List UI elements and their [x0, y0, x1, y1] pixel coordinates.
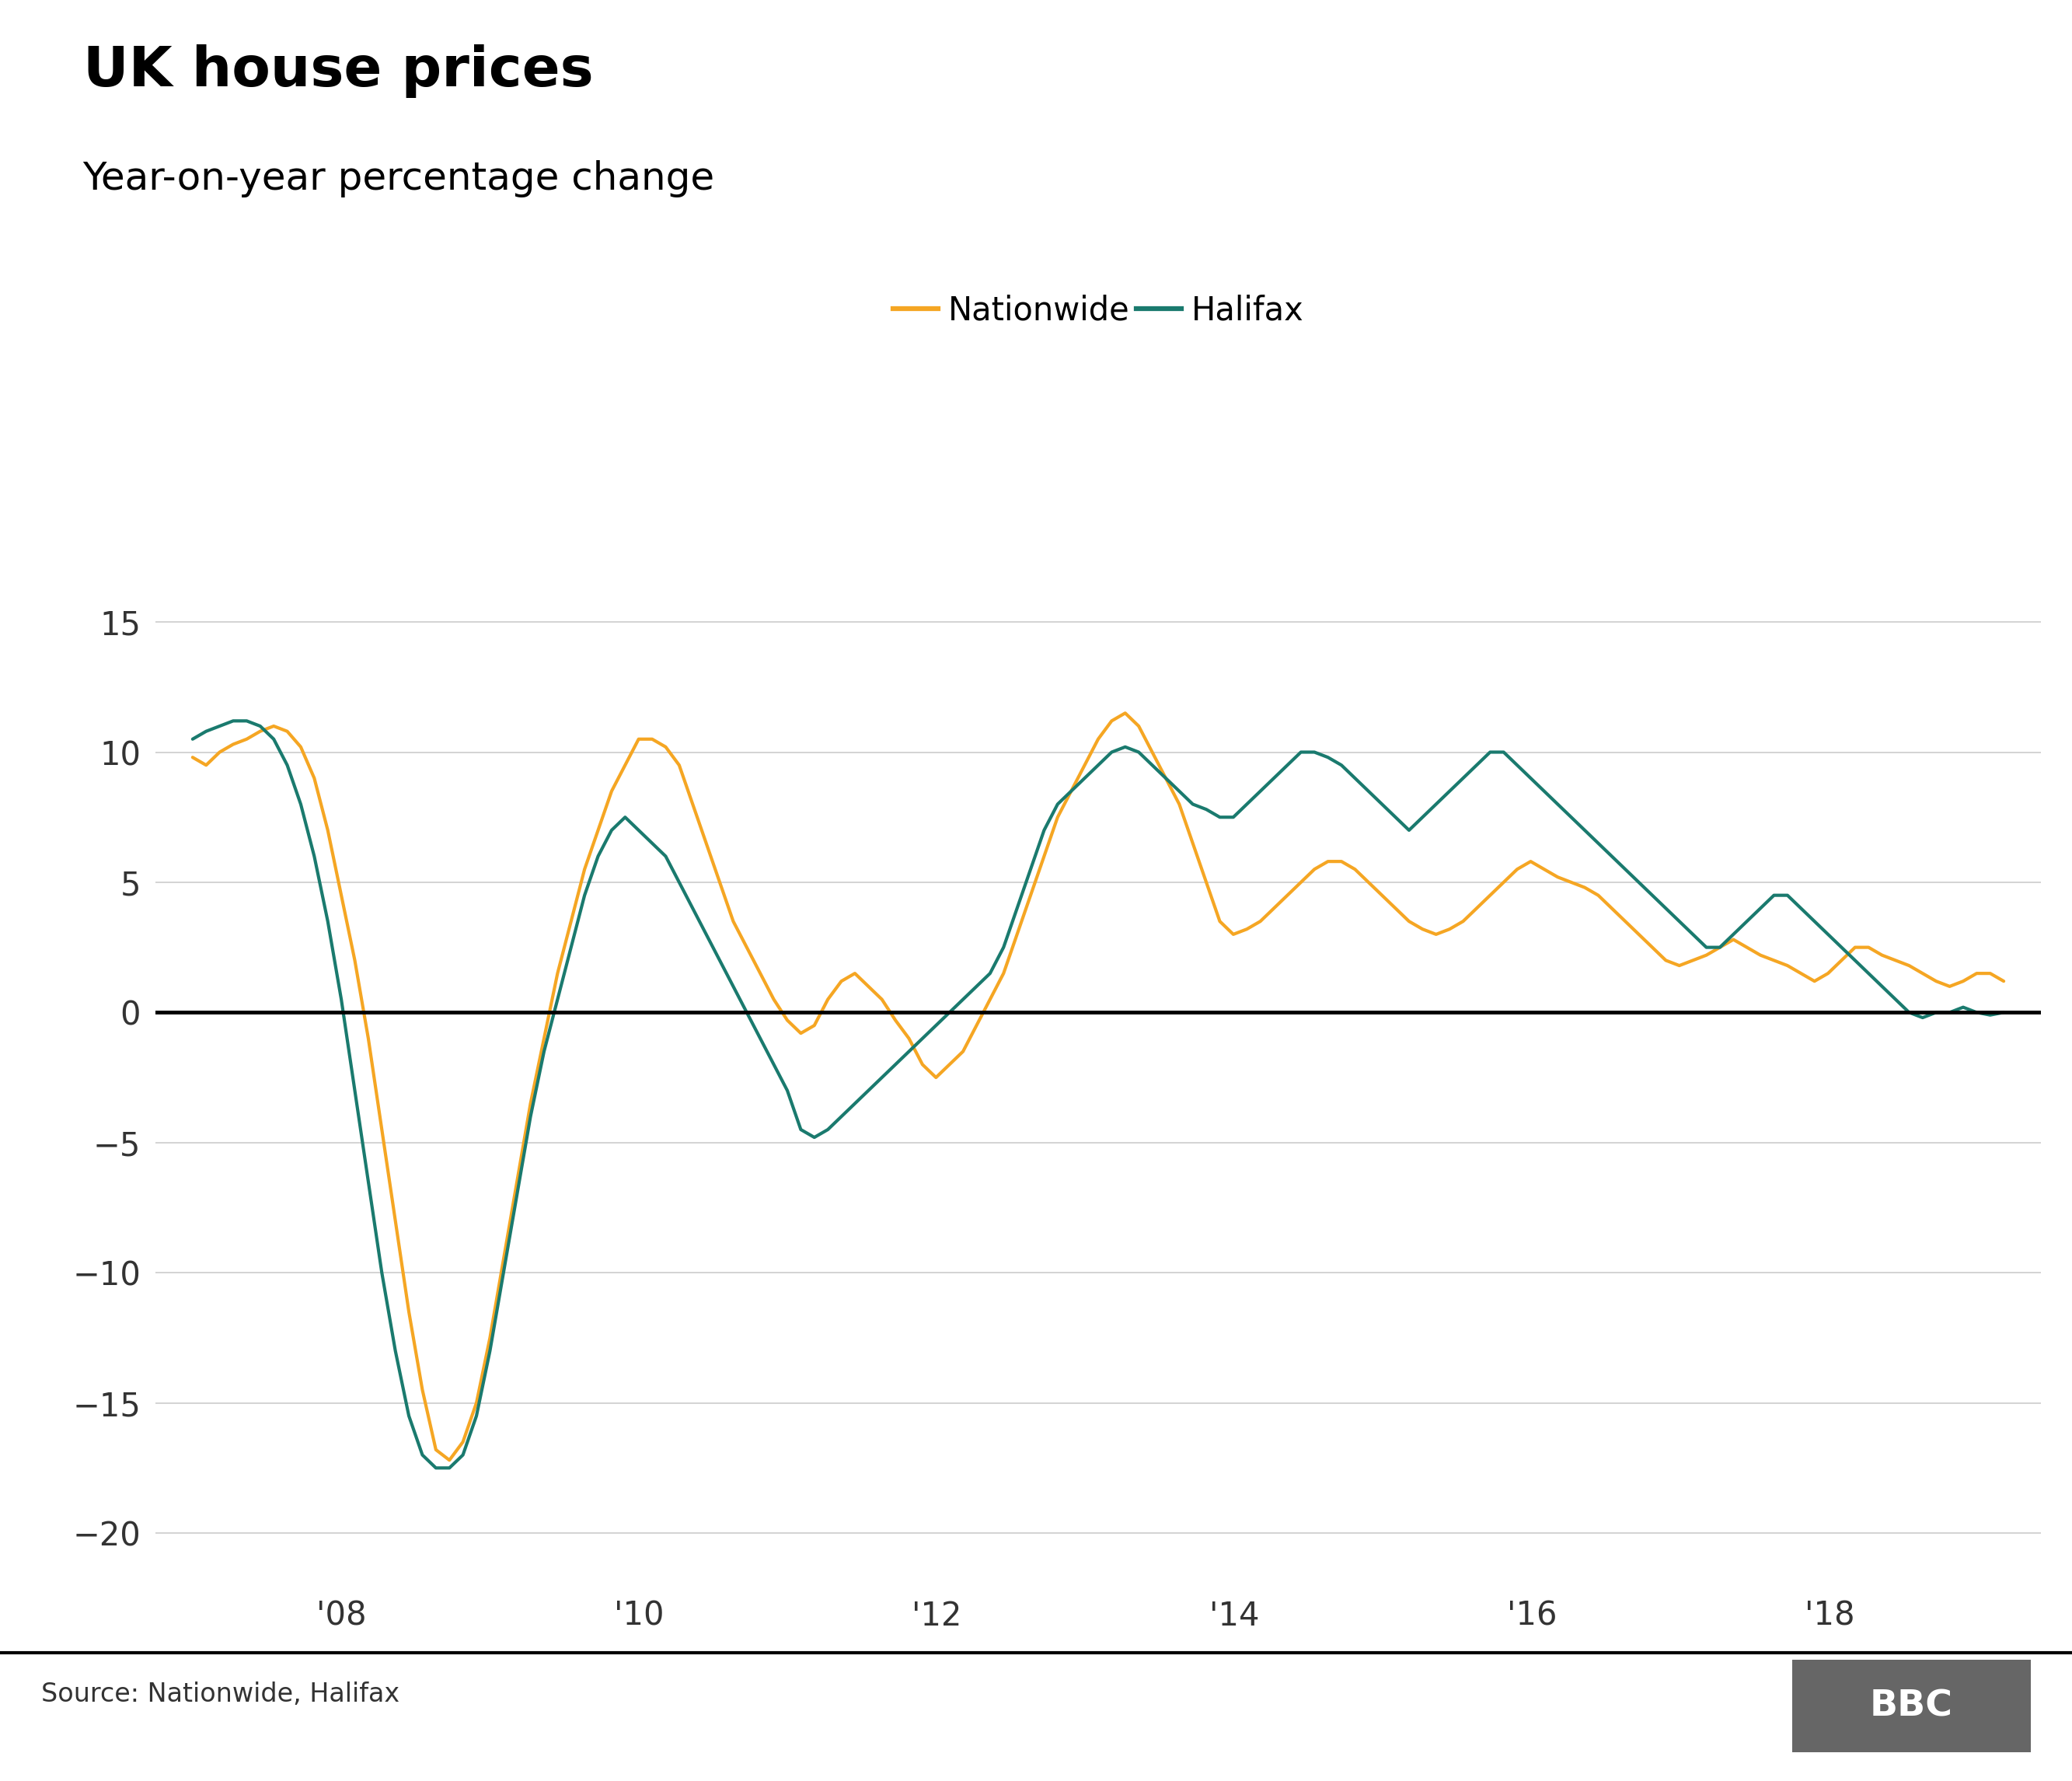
- Text: UK house prices: UK house prices: [83, 45, 593, 98]
- Legend: Nationwide, Halifax: Nationwide, Halifax: [881, 281, 1316, 340]
- Text: Source: Nationwide, Halifax: Source: Nationwide, Halifax: [41, 1681, 400, 1706]
- Text: BBC: BBC: [1869, 1688, 1954, 1724]
- Text: Year-on-year percentage change: Year-on-year percentage change: [83, 160, 715, 198]
